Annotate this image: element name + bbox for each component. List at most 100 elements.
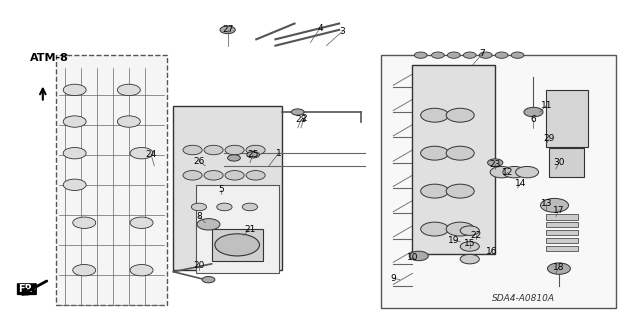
Circle shape	[191, 203, 207, 211]
Text: 30: 30	[553, 158, 564, 167]
Circle shape	[495, 52, 508, 58]
Circle shape	[63, 179, 86, 190]
Circle shape	[420, 108, 449, 122]
Text: 25: 25	[248, 150, 259, 159]
Circle shape	[540, 198, 568, 212]
Text: 16: 16	[486, 247, 498, 256]
Text: 21: 21	[244, 225, 255, 234]
Circle shape	[197, 219, 220, 230]
Circle shape	[73, 264, 96, 276]
Bar	[549, 148, 584, 177]
Text: 22: 22	[470, 231, 482, 240]
Text: 2: 2	[301, 114, 307, 123]
Text: 20: 20	[193, 261, 205, 270]
Circle shape	[215, 234, 259, 256]
Circle shape	[202, 277, 215, 283]
Bar	[546, 238, 578, 243]
Circle shape	[217, 203, 232, 211]
Circle shape	[246, 145, 265, 155]
Text: ATM-8: ATM-8	[29, 53, 68, 63]
Text: 14: 14	[515, 179, 527, 188]
Circle shape	[446, 108, 474, 122]
Circle shape	[420, 184, 449, 198]
Circle shape	[130, 217, 153, 228]
Text: 3: 3	[339, 27, 345, 36]
Circle shape	[228, 155, 241, 161]
Circle shape	[409, 251, 428, 261]
Text: 13: 13	[540, 199, 552, 208]
Circle shape	[225, 145, 244, 155]
Circle shape	[246, 152, 259, 158]
Circle shape	[291, 109, 304, 115]
Circle shape	[446, 222, 474, 236]
Circle shape	[490, 167, 513, 178]
Text: 12: 12	[502, 168, 514, 177]
Bar	[546, 222, 578, 227]
Circle shape	[479, 52, 492, 58]
Circle shape	[446, 184, 474, 198]
Circle shape	[220, 26, 236, 33]
Circle shape	[524, 107, 543, 117]
Circle shape	[547, 263, 570, 274]
Text: 4: 4	[317, 24, 323, 33]
Circle shape	[488, 159, 503, 167]
Text: 24: 24	[145, 150, 157, 159]
Circle shape	[63, 84, 86, 96]
Text: 6: 6	[531, 115, 536, 124]
Text: 29: 29	[544, 134, 555, 144]
Text: SDA4-A0810A: SDA4-A0810A	[492, 294, 556, 303]
Circle shape	[117, 116, 140, 127]
Circle shape	[460, 226, 479, 235]
Bar	[196, 185, 278, 273]
Text: 17: 17	[553, 206, 564, 215]
Circle shape	[420, 146, 449, 160]
Text: 15: 15	[464, 239, 476, 248]
Bar	[412, 65, 495, 254]
Circle shape	[460, 254, 479, 264]
Circle shape	[420, 222, 449, 236]
Bar	[546, 90, 588, 147]
Circle shape	[463, 52, 476, 58]
Text: 8: 8	[196, 212, 202, 221]
Circle shape	[183, 145, 202, 155]
Text: 19: 19	[448, 236, 460, 245]
Circle shape	[447, 52, 460, 58]
Circle shape	[183, 171, 202, 180]
Circle shape	[130, 147, 153, 159]
Text: FR-: FR-	[18, 284, 36, 294]
Text: 23: 23	[490, 160, 501, 169]
Circle shape	[225, 171, 244, 180]
Circle shape	[204, 145, 223, 155]
Text: 28: 28	[295, 115, 307, 124]
Text: 18: 18	[553, 263, 564, 271]
Circle shape	[130, 264, 153, 276]
Bar	[56, 55, 167, 305]
Circle shape	[63, 116, 86, 127]
Text: 11: 11	[540, 101, 552, 110]
Circle shape	[431, 52, 444, 58]
Circle shape	[243, 203, 257, 211]
Bar	[546, 214, 578, 219]
Text: 1: 1	[276, 149, 282, 158]
Text: 27: 27	[222, 25, 234, 34]
Bar	[546, 246, 578, 251]
Circle shape	[503, 167, 526, 178]
Circle shape	[204, 171, 223, 180]
Circle shape	[73, 217, 96, 228]
Text: 10: 10	[406, 253, 418, 262]
Circle shape	[414, 52, 427, 58]
Circle shape	[516, 167, 539, 178]
Circle shape	[63, 147, 86, 159]
Bar	[546, 230, 578, 235]
Bar	[381, 55, 616, 308]
Text: 7: 7	[479, 49, 485, 58]
Circle shape	[117, 84, 140, 96]
Circle shape	[460, 242, 479, 251]
Bar	[173, 106, 282, 270]
Bar	[212, 229, 262, 261]
Circle shape	[446, 146, 474, 160]
Text: 5: 5	[218, 185, 224, 194]
Circle shape	[511, 52, 524, 58]
Text: 26: 26	[193, 157, 205, 166]
Circle shape	[246, 171, 265, 180]
